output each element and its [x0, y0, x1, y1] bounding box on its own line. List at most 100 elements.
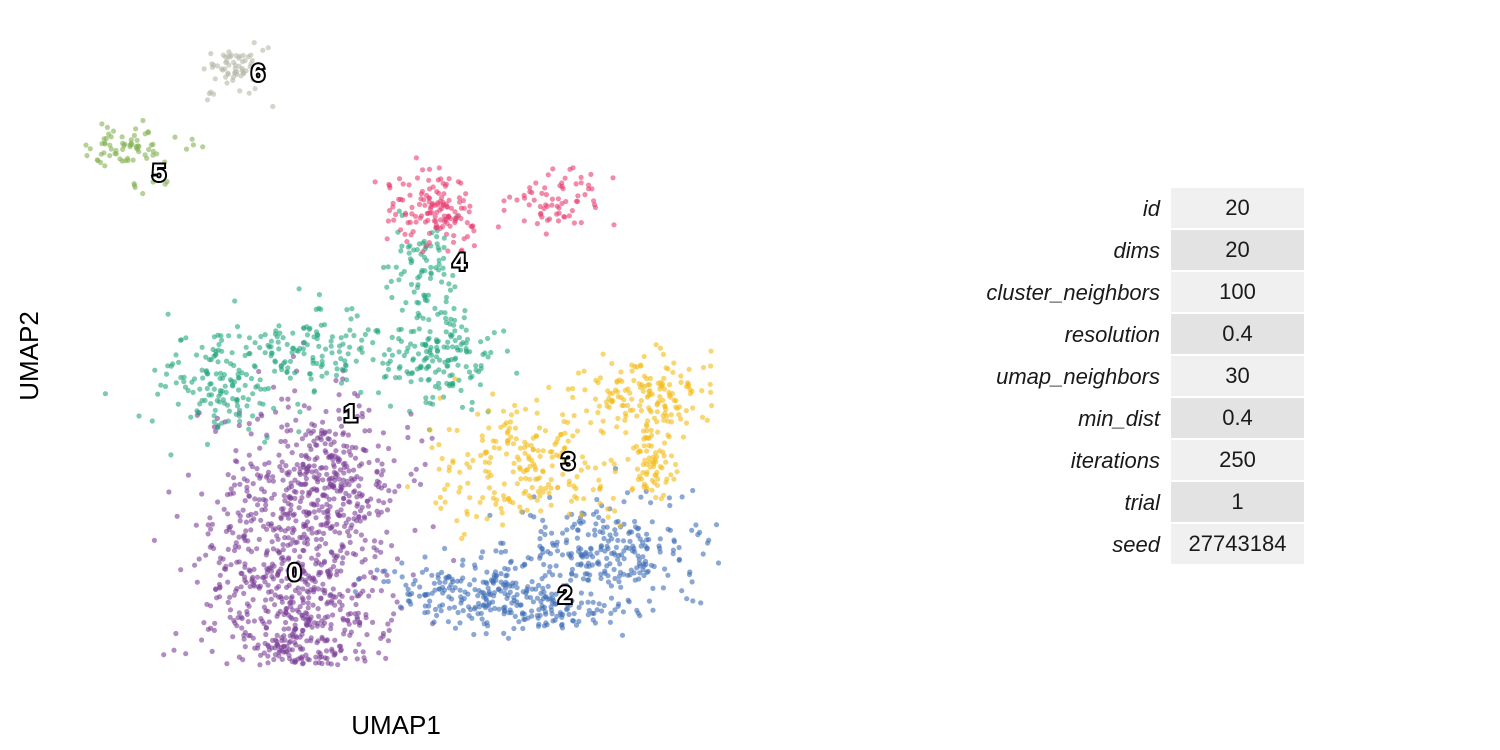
- data-point-cluster-3: [523, 467, 529, 473]
- data-point-cluster-0: [331, 496, 337, 502]
- data-point-cluster-0: [279, 459, 285, 465]
- data-point-cluster-3: [433, 500, 439, 506]
- data-point-cluster-0: [286, 469, 292, 475]
- data-point-cluster-0: [343, 408, 349, 414]
- data-point-cluster-3: [502, 497, 508, 503]
- data-point-cluster-2: [500, 605, 507, 611]
- data-point-cluster-0: [241, 636, 247, 642]
- data-point-cluster-0: [325, 507, 331, 513]
- data-point-cluster-3: [534, 397, 540, 403]
- data-point-cluster-0: [429, 435, 435, 441]
- data-point-cluster-1: [223, 358, 230, 364]
- data-point-cluster-2: [547, 564, 553, 570]
- data-point-cluster-3: [562, 430, 568, 436]
- data-point-cluster-0: [263, 625, 269, 631]
- data-point-cluster-0: [323, 541, 329, 547]
- data-point-cluster-0: [274, 632, 280, 638]
- param-name: cluster_neighbors: [986, 280, 1160, 305]
- data-point-cluster-0: [221, 506, 227, 512]
- data-point-cluster-4: [592, 204, 599, 211]
- data-point-cluster-3: [436, 442, 442, 448]
- points-layer: [83, 40, 722, 668]
- data-point-cluster-3: [535, 448, 541, 454]
- data-point-cluster-3: [578, 467, 584, 473]
- data-point-cluster-4: [441, 191, 447, 197]
- data-point-cluster-3: [508, 412, 515, 418]
- data-point-cluster-0: [353, 601, 359, 608]
- data-point-cluster-0: [323, 465, 329, 471]
- data-point-cluster-0: [268, 588, 274, 595]
- data-point-cluster-1: [454, 344, 460, 351]
- data-point-cluster-2: [374, 567, 380, 573]
- data-point-cluster-1: [501, 328, 507, 334]
- data-point-cluster-0: [258, 517, 264, 523]
- data-point-cluster-2: [585, 599, 591, 605]
- data-point-cluster-0: [284, 422, 290, 428]
- data-point-cluster-3: [597, 485, 603, 491]
- data-point-cluster-3: [561, 445, 568, 451]
- data-point-cluster-1: [385, 264, 391, 270]
- data-point-cluster-5: [131, 132, 137, 139]
- data-point-cluster-3: [560, 412, 566, 418]
- data-point-cluster-3: [584, 408, 590, 414]
- data-point-cluster-1: [329, 334, 335, 340]
- data-point-cluster-0: [295, 585, 301, 591]
- param-name: seed: [1112, 532, 1160, 557]
- data-point-cluster-2: [580, 519, 586, 525]
- data-point-cluster-2: [650, 585, 656, 592]
- data-point-cluster-2: [592, 527, 598, 533]
- data-point-cluster-0: [236, 610, 242, 616]
- data-point-cluster-2: [599, 608, 605, 614]
- data-point-cluster-3: [439, 455, 445, 462]
- data-point-cluster-0: [297, 634, 303, 640]
- data-point-cluster-3: [657, 345, 664, 351]
- data-point-cluster-4: [461, 205, 467, 211]
- data-point-cluster-0: [171, 647, 177, 653]
- data-point-cluster-4: [463, 191, 469, 197]
- data-point-cluster-0: [263, 631, 269, 638]
- data-point-cluster-0: [224, 492, 231, 498]
- data-point-cluster-1: [175, 401, 181, 407]
- data-point-cluster-0: [262, 579, 268, 585]
- data-point-cluster-1: [406, 250, 412, 256]
- data-point-cluster-2: [549, 591, 555, 597]
- data-point-cluster-0: [256, 368, 262, 375]
- data-point-cluster-1: [319, 353, 325, 359]
- data-point-cluster-0: [286, 582, 292, 588]
- data-point-cluster-0: [339, 602, 345, 608]
- data-point-cluster-0: [332, 431, 339, 437]
- data-point-cluster-0: [341, 495, 347, 501]
- data-point-cluster-3: [522, 488, 529, 494]
- data-point-cluster-2: [459, 562, 465, 568]
- data-point-cluster-2: [590, 554, 596, 560]
- data-point-cluster-3: [661, 453, 667, 459]
- data-point-cluster-6: [260, 47, 266, 53]
- data-point-cluster-0: [309, 530, 315, 536]
- data-point-cluster-1: [216, 341, 222, 348]
- data-point-cluster-2: [381, 579, 387, 585]
- data-point-cluster-6: [222, 66, 228, 72]
- data-point-cluster-0: [248, 511, 254, 517]
- data-point-cluster-1: [359, 349, 365, 355]
- data-point-cluster-0: [209, 521, 215, 527]
- data-point-cluster-0: [250, 481, 256, 487]
- data-point-cluster-1: [328, 343, 334, 349]
- data-point-cluster-1: [375, 329, 381, 335]
- data-point-cluster-4: [372, 179, 378, 185]
- data-point-cluster-2: [542, 573, 548, 579]
- data-point-cluster-3: [517, 464, 523, 470]
- data-point-cluster-5: [107, 142, 113, 148]
- data-point-cluster-1: [272, 368, 278, 374]
- data-point-cluster-4: [446, 176, 452, 182]
- data-point-cluster-2: [472, 587, 478, 593]
- data-point-cluster-0: [280, 547, 286, 553]
- data-point-cluster-1: [208, 401, 214, 407]
- data-point-cluster-3: [508, 434, 514, 440]
- data-point-cluster-5: [101, 150, 107, 156]
- data-point-cluster-0: [213, 428, 219, 434]
- data-point-cluster-0: [232, 620, 238, 626]
- data-point-cluster-0: [261, 604, 267, 610]
- data-point-cluster-3: [482, 459, 488, 465]
- data-point-cluster-0: [347, 499, 353, 505]
- data-point-cluster-2: [576, 618, 582, 625]
